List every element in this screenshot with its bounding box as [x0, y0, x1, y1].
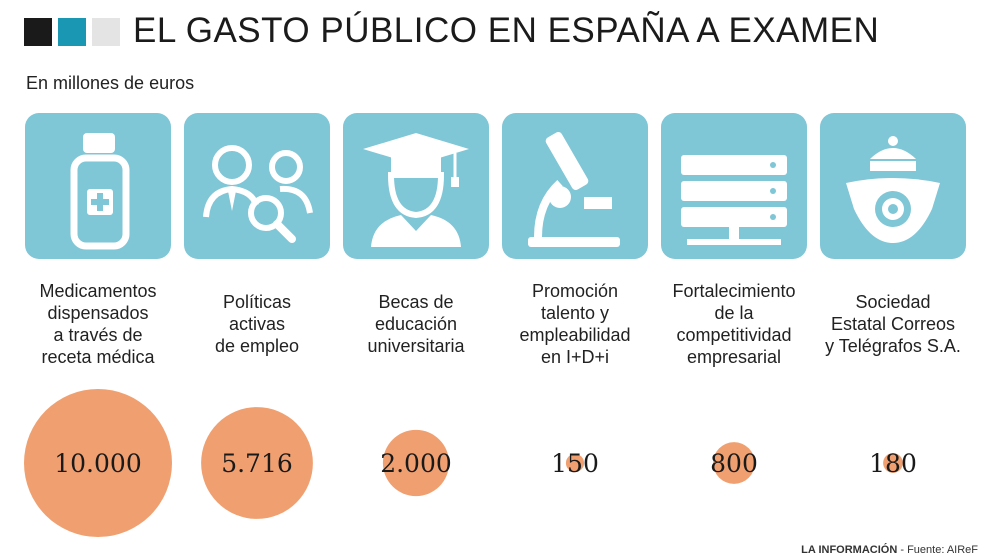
- tile-medicamentos: [25, 113, 171, 259]
- decor-square-dark: [24, 18, 52, 46]
- value-label: 180: [869, 449, 917, 478]
- value-label: 2.000: [380, 449, 452, 478]
- server-icon: [681, 155, 787, 245]
- category-label-line: talento y: [540, 303, 610, 323]
- category-label-line: en I+D+i: [540, 347, 610, 367]
- medicine-bottle-icon: [70, 133, 130, 250]
- people-search-icon: [203, 145, 313, 243]
- category-label-line: Fortalecimiento: [672, 281, 796, 301]
- value-bubble: [24, 389, 172, 537]
- value-label: 5.716: [221, 449, 293, 478]
- category-label-line: de empleo: [214, 336, 300, 356]
- tile-correos: [820, 113, 966, 259]
- category-label-line: empresarial: [686, 347, 782, 367]
- footer-source: - Fuente: AIReF: [897, 544, 978, 556]
- tile-idi: [502, 113, 648, 259]
- value-bubble: [565, 453, 585, 473]
- category-label-line: competitividad: [676, 325, 792, 345]
- chart-subtitle: En millones de euros: [26, 73, 195, 93]
- category-label-line: Sociedad: [855, 292, 931, 312]
- category-label-line: universitaria: [367, 336, 465, 356]
- category-label-line: Becas de: [378, 292, 454, 312]
- value-bubble: [713, 442, 755, 484]
- category-label-line: de la: [714, 303, 754, 323]
- value-bubble: [201, 407, 313, 519]
- category-label: Promoción talento y empleabilidad en I+D+i: [491, 280, 659, 368]
- category-label: Sociedad Estatal Correos y Telégrafos S.A.: [809, 291, 977, 357]
- chart-title: EL GASTO PÚBLICO EN ESPAÑA A EXAMEN: [133, 11, 880, 50]
- tile-politicas: [184, 113, 330, 259]
- microscope-icon: [528, 131, 620, 247]
- value-bubble: [883, 453, 903, 473]
- category-label-line: Medicamentos: [39, 281, 157, 301]
- category-label: Medicamentos dispensados a través de receta…: [14, 280, 182, 368]
- category-label-line: Estatal Correos: [830, 314, 956, 334]
- decor-square-light: [92, 18, 120, 46]
- category-label-line: Promoción: [531, 281, 619, 301]
- category-label-line: dispensados: [47, 303, 149, 323]
- category-label: Becas de educación universitaria: [332, 291, 500, 357]
- value-label: 150: [551, 449, 599, 478]
- category-label-line: activas: [228, 314, 286, 334]
- graduate-icon: [363, 133, 469, 247]
- value-label: 800: [710, 449, 758, 478]
- category-label-line: y Telégrafos S.A.: [825, 336, 961, 356]
- category-label: Fortalecimiento de la competitividad empres…: [650, 280, 818, 368]
- tile-competitividad: [661, 113, 807, 259]
- category-label: Políticas activas de empleo: [173, 291, 341, 357]
- category-label-line: educación: [374, 314, 458, 334]
- value-label: 10.000: [54, 449, 141, 478]
- tile-becas: [343, 113, 489, 259]
- correos-logo-icon: [846, 136, 940, 243]
- footer-brand: LA INFORMACIÓN: [801, 544, 898, 556]
- category-label-line: Políticas: [222, 292, 292, 312]
- category-label-line: a través de: [53, 325, 143, 345]
- decor-square-blue: [58, 18, 86, 46]
- category-label-line: empleabilidad: [519, 325, 631, 345]
- category-label-line: receta médica: [41, 347, 155, 367]
- footer-credit: LA INFORMACIÓN - Fuente: AIReF: [801, 544, 978, 556]
- value-bubble: [382, 429, 450, 497]
